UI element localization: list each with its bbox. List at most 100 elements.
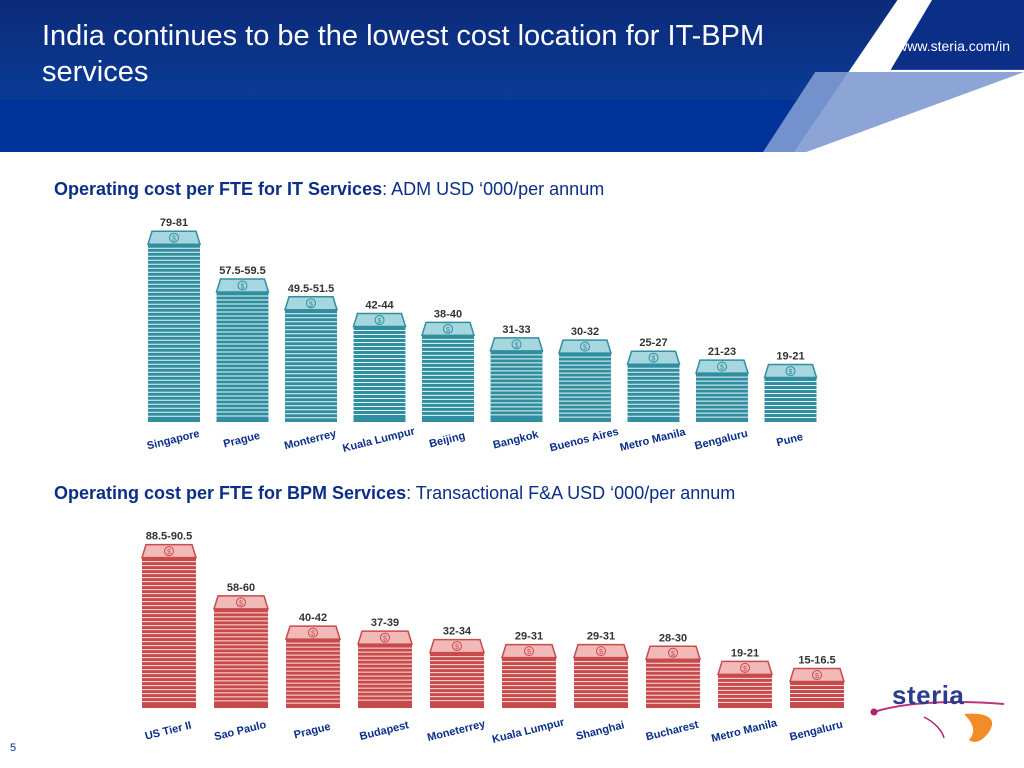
dollar-bill-icon: $ xyxy=(420,321,476,337)
website-link[interactable]: ➔ www.steria.com/in xyxy=(880,38,1010,54)
bpm-services-heading: Operating cost per FTE for BPM Services:… xyxy=(54,483,735,504)
money-stack-bar xyxy=(142,557,196,708)
it-services-heading: Operating cost per FTE for IT Services: … xyxy=(54,179,604,200)
money-stack-bar xyxy=(646,659,700,708)
bar-value-label: 30-32 xyxy=(571,326,599,338)
dollar-bill-icon: $ xyxy=(763,363,818,379)
category-label: Kuala Lumpur xyxy=(341,425,416,455)
svg-text:$: $ xyxy=(383,636,387,643)
svg-text:$: $ xyxy=(311,631,315,638)
money-stack-bar xyxy=(559,353,611,422)
bar-value-label: 19-21 xyxy=(731,647,759,659)
category-label: US Tier II xyxy=(144,720,193,743)
svg-text:$: $ xyxy=(671,651,675,658)
dollar-bill-icon: $ xyxy=(626,350,681,365)
bar-value-label: 21-23 xyxy=(708,346,736,358)
money-stack-bar xyxy=(490,350,543,422)
dollar-bill-icon: $ xyxy=(212,595,270,610)
bpm-services-heading-rest: : Transactional F&A USD ‘000/per annum xyxy=(406,483,736,503)
bar-value-label: 49.5-51.5 xyxy=(288,283,334,295)
svg-text:$: $ xyxy=(789,369,793,376)
category-label: Budapest xyxy=(359,719,411,743)
it-services-chart: $79-81 Singapore $57.5-59.5 Prague $49.5-51.… xyxy=(146,217,818,455)
bar-value-label: 28-30 xyxy=(659,632,687,644)
money-stack-bar xyxy=(718,674,772,708)
money-stack-bar xyxy=(422,335,474,422)
money-stack-bar xyxy=(502,657,556,708)
bpm-services-chart: $88.5-90.5 US Tier II $58-60 Sao Paulo $40-4… xyxy=(140,531,846,746)
money-stack-bar xyxy=(627,364,680,422)
dollar-bill-icon: $ xyxy=(284,625,342,640)
dollar-bill-icon: $ xyxy=(283,296,339,311)
dollar-bill-icon: $ xyxy=(500,643,558,659)
bar-value-label: 29-31 xyxy=(587,631,615,643)
svg-text:$: $ xyxy=(527,649,531,656)
dollar-bill-icon: $ xyxy=(572,643,630,659)
category-label: Beijing xyxy=(428,430,466,451)
bar-value-label: 29-31 xyxy=(515,631,543,643)
money-stack-bar xyxy=(214,608,268,708)
category-label: Monterrey xyxy=(283,428,338,453)
category-label: Metro Manila xyxy=(710,717,779,745)
category-label: Moneterrey xyxy=(426,718,487,744)
svg-text:$: $ xyxy=(172,236,176,243)
category-label: Bengaluru xyxy=(693,428,749,453)
svg-text:$: $ xyxy=(583,345,587,352)
svg-text:$: $ xyxy=(446,327,450,334)
dollar-bill-icon: $ xyxy=(489,337,544,352)
svg-text:$: $ xyxy=(309,301,313,308)
category-label: Buenos Aires xyxy=(549,426,620,455)
bar-value-label: 38-40 xyxy=(434,308,462,320)
website-url: www.steria.com/in xyxy=(897,38,1010,54)
svg-text:$: $ xyxy=(455,644,459,651)
bar-value-label: 32-34 xyxy=(443,626,472,638)
dollar-bill-icon: $ xyxy=(428,638,486,654)
bar-value-label: 40-42 xyxy=(299,612,327,624)
money-stack-bar xyxy=(353,326,406,422)
dollar-bill-icon: $ xyxy=(557,339,613,354)
money-stack-bar xyxy=(148,244,200,422)
money-stack-bar xyxy=(696,373,748,422)
svg-text:$: $ xyxy=(378,318,382,325)
dollar-bill-icon: $ xyxy=(356,630,414,645)
category-label: Prague xyxy=(293,721,332,742)
svg-text:$: $ xyxy=(167,549,171,556)
category-label: Metro Manila xyxy=(619,426,688,454)
bar-value-label: 31-33 xyxy=(502,324,530,336)
bar-value-label: 88.5-90.5 xyxy=(146,531,192,543)
category-label: Bangkok xyxy=(492,428,541,451)
money-stack-bar xyxy=(286,639,340,708)
dollar-bill-icon: $ xyxy=(215,278,270,293)
bar-value-label: 79-81 xyxy=(160,217,188,229)
category-label: Shanghai xyxy=(575,719,626,743)
bar-value-label: 58-60 xyxy=(227,582,255,594)
money-stack-bar xyxy=(216,292,269,422)
money-stack-bar xyxy=(430,652,484,708)
category-label: Prague xyxy=(222,430,261,451)
svg-text:$: $ xyxy=(815,673,819,680)
money-stack-bar xyxy=(358,644,412,708)
dollar-bill-icon: $ xyxy=(716,660,774,676)
money-stack-bar xyxy=(790,681,844,708)
dollar-bill-icon: $ xyxy=(694,359,750,374)
bar-value-label: 19-21 xyxy=(776,351,804,363)
bar-value-label: 57.5-59.5 xyxy=(219,265,265,277)
header-banner: India continues to be the lowest cost lo… xyxy=(0,0,1024,152)
bar-value-label: 37-39 xyxy=(371,617,399,629)
svg-text:$: $ xyxy=(720,365,724,372)
steria-logo: steria xyxy=(864,672,1014,752)
category-label: Singapore xyxy=(146,428,201,453)
page-title: India continues to be the lowest cost lo… xyxy=(42,20,765,88)
money-stack-bar xyxy=(285,309,337,422)
dollar-bill-icon: $ xyxy=(352,312,407,328)
svg-text:$: $ xyxy=(743,666,747,673)
bar-value-label: 25-27 xyxy=(639,337,667,349)
category-label: Kuala Lumpur xyxy=(491,716,566,746)
svg-text:$: $ xyxy=(241,284,245,291)
category-label: Pune xyxy=(775,431,804,449)
category-label: Bengaluru xyxy=(788,719,844,744)
arrow-right-icon: ➔ xyxy=(880,38,892,53)
logo-swoosh xyxy=(870,701,1005,742)
svg-text:$: $ xyxy=(652,356,656,363)
bpm-services-heading-bold: Operating cost per FTE for BPM Services xyxy=(54,483,407,503)
